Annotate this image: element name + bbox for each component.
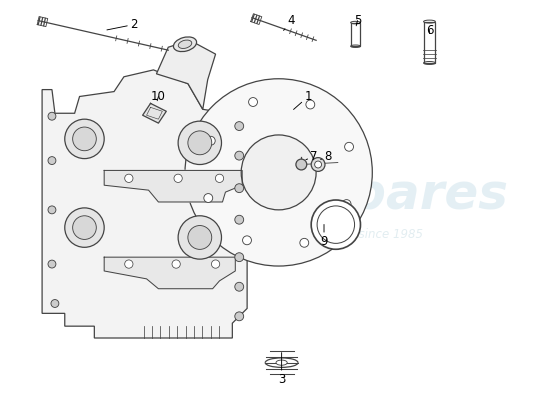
Polygon shape: [156, 40, 216, 109]
Ellipse shape: [178, 40, 192, 48]
Circle shape: [178, 216, 222, 259]
Polygon shape: [424, 22, 436, 63]
Text: 4: 4: [284, 14, 295, 30]
Text: 10: 10: [151, 90, 166, 103]
Ellipse shape: [276, 360, 287, 365]
Circle shape: [211, 260, 219, 268]
Text: eurospares: eurospares: [192, 171, 509, 219]
Polygon shape: [104, 257, 235, 289]
Polygon shape: [42, 70, 247, 338]
Circle shape: [172, 260, 180, 268]
Text: 1: 1: [294, 90, 312, 110]
Circle shape: [216, 174, 224, 182]
Circle shape: [48, 157, 56, 164]
Circle shape: [73, 127, 96, 151]
Circle shape: [241, 135, 316, 210]
Circle shape: [311, 200, 360, 249]
Circle shape: [48, 112, 56, 120]
Circle shape: [174, 174, 182, 182]
Text: 9: 9: [320, 224, 328, 248]
Text: 5: 5: [354, 14, 361, 27]
Text: 3: 3: [278, 353, 285, 386]
Circle shape: [48, 206, 56, 214]
Circle shape: [188, 226, 212, 249]
Circle shape: [48, 260, 56, 268]
Circle shape: [185, 79, 372, 266]
Circle shape: [249, 98, 257, 106]
Text: a porsche specialist since 1985: a porsche specialist since 1985: [238, 228, 424, 241]
Circle shape: [125, 174, 133, 182]
Polygon shape: [142, 104, 166, 123]
Circle shape: [204, 194, 213, 202]
Circle shape: [243, 236, 251, 245]
Circle shape: [296, 159, 307, 170]
Text: 2: 2: [107, 18, 138, 31]
Circle shape: [345, 142, 354, 151]
Ellipse shape: [173, 37, 196, 52]
Circle shape: [311, 158, 325, 172]
Text: 7: 7: [306, 150, 318, 163]
Circle shape: [235, 282, 244, 291]
Circle shape: [300, 238, 309, 247]
Circle shape: [317, 206, 355, 243]
Polygon shape: [104, 170, 242, 202]
Circle shape: [235, 253, 244, 262]
Circle shape: [188, 131, 212, 155]
Polygon shape: [350, 22, 360, 46]
Circle shape: [342, 200, 351, 208]
Text: 6: 6: [426, 24, 433, 37]
Circle shape: [235, 122, 244, 130]
Circle shape: [235, 151, 244, 160]
Circle shape: [235, 312, 244, 321]
Circle shape: [315, 161, 322, 168]
Circle shape: [306, 100, 315, 109]
Circle shape: [235, 184, 244, 193]
Circle shape: [125, 260, 133, 268]
Circle shape: [73, 216, 96, 240]
Circle shape: [51, 300, 59, 308]
Circle shape: [235, 215, 244, 224]
Text: 8: 8: [321, 150, 332, 163]
Circle shape: [206, 136, 215, 145]
Circle shape: [178, 121, 222, 164]
Circle shape: [65, 119, 104, 159]
Circle shape: [65, 208, 104, 247]
